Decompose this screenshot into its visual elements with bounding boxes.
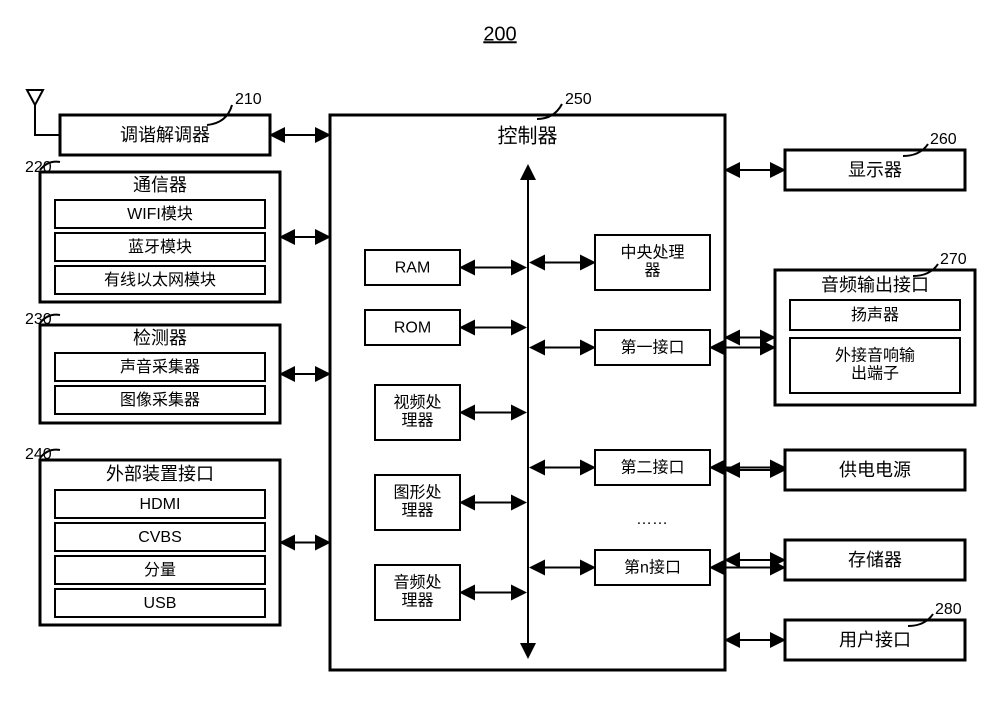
svg-text:RAM: RAM: [395, 260, 431, 277]
svg-text:显示器: 显示器: [848, 160, 902, 180]
power-block: 供电电源: [785, 450, 965, 490]
svg-text:有线以太网模块: 有线以太网模块: [104, 271, 216, 289]
svg-text:音频输出接口: 音频输出接口: [821, 275, 929, 295]
svg-text:扬声器: 扬声器: [851, 306, 899, 324]
display-block: 显示器: [785, 150, 965, 190]
svg-text:检测器: 检测器: [133, 328, 187, 348]
video-processor-block: 视频处理器: [375, 385, 460, 440]
svg-text:第二接口: 第二接口: [620, 459, 684, 477]
svg-text:ROM: ROM: [394, 320, 431, 337]
ref-220: 220: [25, 159, 52, 176]
svg-text:外部装置接口: 外部装置接口: [106, 464, 214, 484]
tuner-block: 调谐解调器: [60, 115, 270, 155]
svg-text:调谐解调器: 调谐解调器: [120, 125, 210, 145]
svg-text:HDMI: HDMI: [140, 496, 181, 513]
interface-1-block: 第一接口: [595, 330, 710, 365]
audio-processor-block: 音频处理器: [375, 565, 460, 620]
ref-240: 240: [25, 446, 52, 463]
detector-block: 检测器 声音采集器 图像采集器: [40, 325, 280, 423]
ref-210: 210: [235, 91, 262, 108]
svg-text:通信器: 通信器: [133, 175, 187, 195]
ref-250: 250: [565, 91, 592, 108]
user-interface-block: 用户接口: [785, 620, 965, 660]
ref-230: 230: [25, 311, 52, 328]
svg-text:分量: 分量: [144, 561, 176, 579]
external-interface-block: 外部装置接口 HDMI CVBS 分量 USB: [40, 460, 280, 625]
ref-280: 280: [935, 601, 962, 618]
cpu-block: 中央处理器: [595, 235, 710, 290]
svg-text:供电电源: 供电电源: [839, 460, 911, 480]
ram-block: RAM: [365, 250, 460, 285]
svg-text:蓝牙模块: 蓝牙模块: [128, 238, 192, 256]
graphics-processor-block: 图形处理器: [375, 475, 460, 530]
interface-2-block: 第二接口: [595, 450, 710, 485]
ref-260: 260: [930, 131, 957, 148]
svg-text:控制器: 控制器: [498, 124, 558, 147]
svg-text:存储器: 存储器: [848, 550, 902, 570]
svg-text:WIFI模块: WIFI模块: [127, 205, 193, 223]
memory-block: 存储器: [785, 540, 965, 580]
interface-n-block: 第n接口: [595, 550, 710, 585]
interface-dots: ……: [636, 511, 668, 528]
svg-text:CVBS: CVBS: [138, 529, 182, 546]
figure-number: 200: [483, 23, 516, 45]
svg-text:第n接口: 第n接口: [624, 559, 681, 577]
svg-text:声音采集器: 声音采集器: [120, 358, 200, 376]
ref-270: 270: [940, 251, 967, 268]
svg-text:用户接口: 用户接口: [839, 630, 911, 650]
svg-text:第一接口: 第一接口: [620, 339, 684, 357]
svg-text:图像采集器: 图像采集器: [120, 391, 200, 409]
block-diagram: 200 调谐解调器 210 通信器 WIFI模块 蓝牙模块 有线以太网模块 22…: [0, 0, 1000, 719]
rom-block: ROM: [365, 310, 460, 345]
svg-text:USB: USB: [144, 595, 177, 612]
audio-output-block: 音频输出接口 扬声器 外接音响输出端子: [775, 270, 975, 405]
communicator-block: 通信器 WIFI模块 蓝牙模块 有线以太网模块: [40, 172, 280, 302]
antenna-icon: [27, 90, 60, 135]
